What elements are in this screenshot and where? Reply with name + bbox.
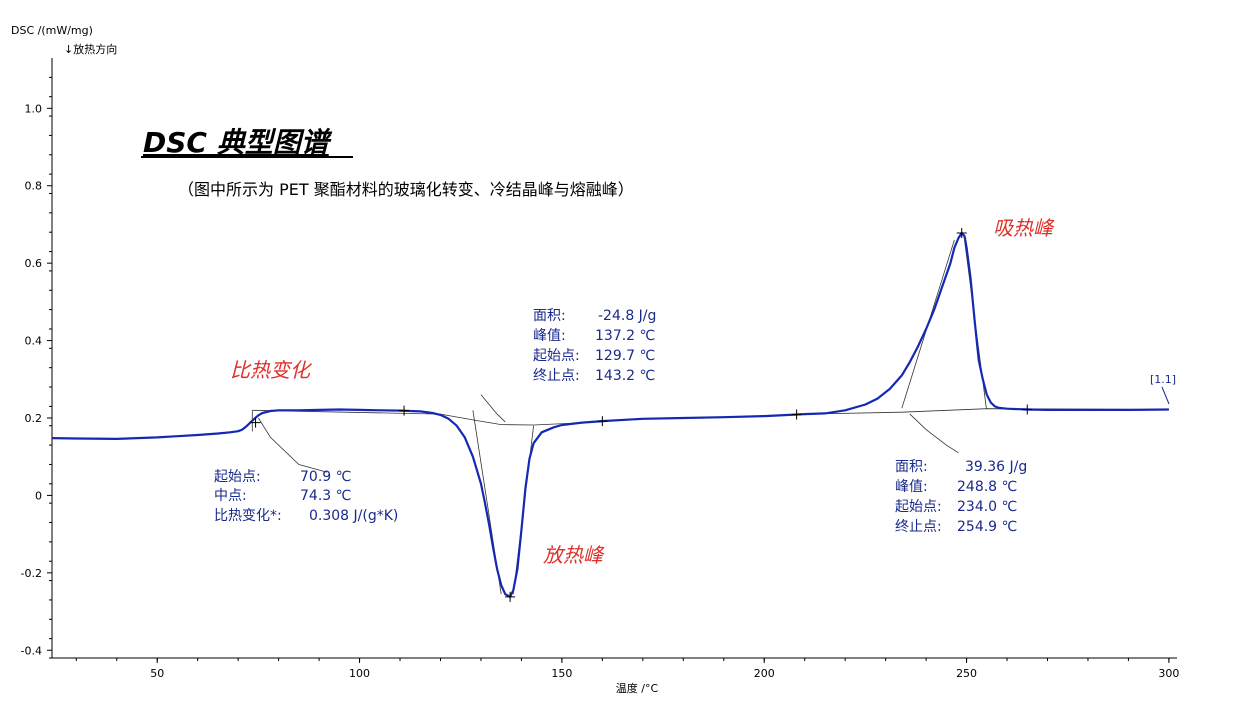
dsc-curve-0	[51, 231, 1169, 598]
markers	[250, 227, 1033, 602]
x-tick-label: 200	[754, 667, 775, 680]
gt-dcp-label: 比热变化*:	[214, 508, 282, 524]
m-end-label: 终止点:	[895, 519, 942, 535]
gt-onset-value: 70.9 ℃	[300, 469, 351, 485]
y-tick-label: 0.8	[25, 180, 43, 193]
curve-marker	[956, 227, 967, 238]
m-peak-label: 峰值:	[895, 479, 928, 495]
curve-marker	[597, 416, 608, 427]
gt-midpoint-label: 中点:	[214, 488, 247, 504]
y-tick-label: 0.4	[25, 335, 43, 348]
curve-marker	[505, 591, 516, 602]
gt-onset-label: 起始点:	[214, 469, 261, 485]
curve-marker	[1022, 404, 1033, 415]
x-tick-label: 150	[551, 667, 572, 680]
curve-marker	[250, 417, 261, 428]
m-end-value: 254.9 ℃	[957, 519, 1017, 535]
y-axis-note: ↓放热方向	[64, 42, 117, 56]
glass-transition-info: 起始点: 70.9 ℃ 中点: 74.3 ℃ 比热变化*: 0.308 J/(g…	[214, 469, 398, 524]
cc-area-label: 面积:	[533, 308, 566, 324]
cc-onset-value: 129.7 ℃	[595, 348, 655, 364]
y-tick-label: 0	[35, 489, 42, 502]
curve-tag-leader	[1161, 386, 1170, 405]
axes: -0.4 -0.2 0 0.2 0.4 0.6 0.8 1.0 50 100 150 200 250 30…	[11, 24, 1179, 695]
x-tick-label: 100	[349, 667, 370, 680]
annotation-leader	[258, 417, 328, 473]
melting-info: 面积: 39.36 J/g 峰值: 248.8 ℃ 起始点: 234.0 ℃ 终…	[895, 459, 1027, 535]
label-endothermic-peak: 吸热峰	[993, 216, 1055, 240]
cc-peak-value: 137.2 ℃	[595, 328, 655, 344]
y-axis-label: DSC /(mW/mg)	[11, 24, 93, 37]
cc-onset-label: 起始点:	[533, 348, 580, 364]
annotation-leader	[480, 394, 506, 423]
x-tick-label: 250	[956, 667, 977, 680]
x-tick-label: 300	[1158, 667, 1179, 680]
y-tick-label: 0.6	[25, 257, 43, 270]
curve-tag: [1.1]	[1150, 373, 1176, 386]
chart-title: DSC 典型图谱	[143, 126, 333, 159]
cc-end-label: 终止点:	[533, 368, 580, 384]
series-layer	[51, 231, 1169, 598]
m-peak-value: 248.8 ℃	[957, 479, 1017, 495]
y-tick-label: -0.4	[21, 644, 42, 657]
curve-marker	[399, 405, 410, 416]
gt-dcp-value: 0.308 J/(g*K)	[309, 508, 398, 524]
y-tick-label: 1.0	[25, 102, 43, 115]
cold-crystallization-info: 面积: -24.8 J/g 峰值: 137.2 ℃ 起始点: 129.7 ℃ 终…	[533, 308, 656, 384]
label-specific-heat-change: 比热变化	[230, 358, 313, 382]
m-area-value: 39.36 J/g	[965, 459, 1027, 475]
m-area-label: 面积:	[895, 459, 928, 475]
cc-peak-label: 峰值:	[533, 328, 566, 344]
m-onset-value: 234.0 ℃	[957, 499, 1017, 515]
curve-marker	[791, 409, 802, 420]
y-tick-label: -0.2	[21, 567, 42, 580]
x-tick-label: 50	[150, 667, 164, 680]
cc-area-value: -24.8 J/g	[598, 308, 656, 324]
chart-subtitle: （图中所示为 PET 聚酯材料的玻璃化转变、冷结晶峰与熔融峰）	[178, 180, 634, 199]
baseline-line	[440, 413, 534, 426]
label-exothermic-peak: 放热峰	[543, 543, 605, 567]
y-tick-label: 0.2	[25, 412, 43, 425]
annotation-leader	[909, 413, 959, 454]
cc-end-value: 143.2 ℃	[595, 368, 655, 384]
x-axis-label: 温度 /°C	[616, 681, 659, 695]
gt-midpoint-value: 74.3 ℃	[300, 488, 351, 504]
m-onset-label: 起始点:	[895, 499, 942, 515]
